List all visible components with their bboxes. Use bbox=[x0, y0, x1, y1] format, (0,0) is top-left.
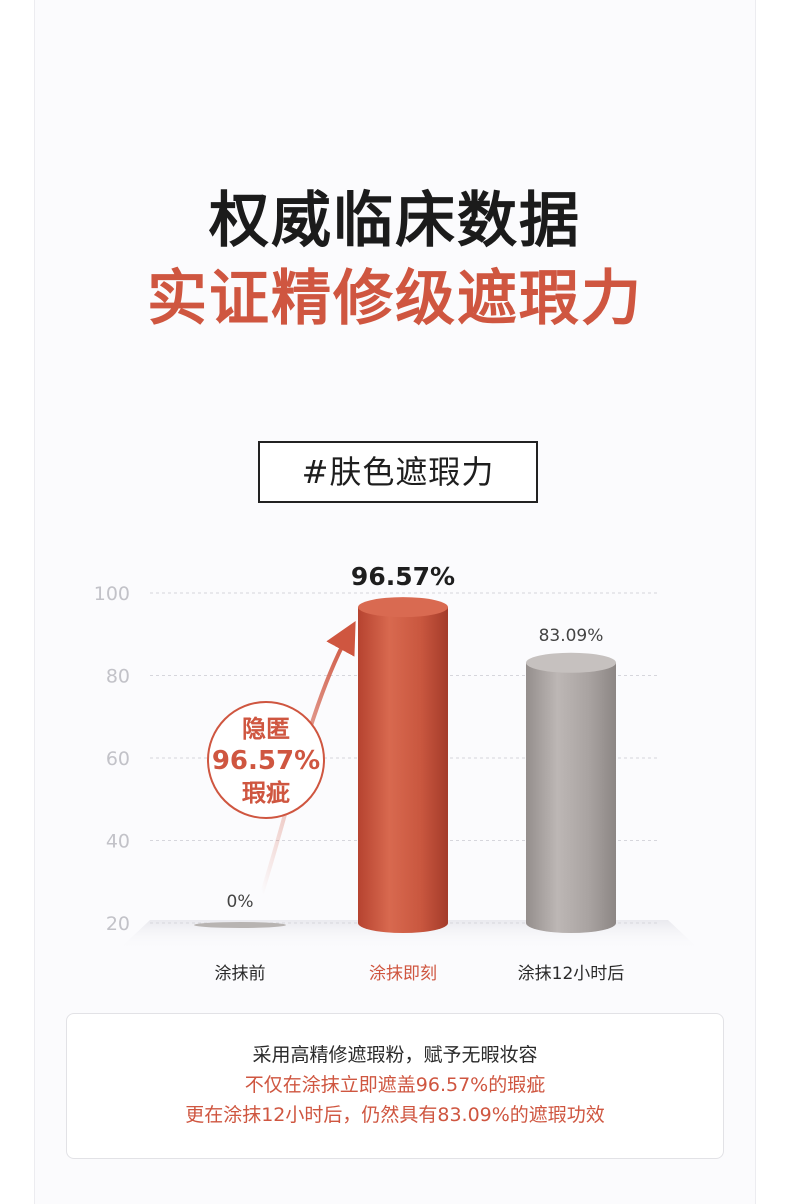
summary-line-3: 更在涂抹12小时后，仍然具有83.09%的遮瑕功效 bbox=[185, 1104, 605, 1126]
annotation-circle bbox=[207, 701, 325, 819]
y-tick-label: 40 bbox=[106, 831, 130, 853]
bar-1 bbox=[358, 597, 448, 933]
headline-primary: 权威临床数据 bbox=[209, 186, 581, 256]
y-tick-label: 100 bbox=[94, 583, 130, 605]
bar-body bbox=[358, 607, 448, 933]
bar-2 bbox=[526, 652, 616, 933]
chart-annotation: 隐匿 96.57% 瑕疵 bbox=[207, 620, 356, 894]
annotation-line-3: 瑕疵 bbox=[242, 779, 290, 807]
bar-top bbox=[358, 597, 448, 618]
annotation-line-2: 96.57% bbox=[212, 746, 320, 776]
summary-box: 采用高精修遮瑕粉，赋予无暇妆容 不仅在涂抹立即遮盖96.57%的瑕疵 更在涂抹1… bbox=[66, 1013, 724, 1159]
bar-body bbox=[526, 662, 616, 933]
category-label: 涂抹即刻 bbox=[369, 964, 437, 984]
y-tick-label: 60 bbox=[106, 748, 130, 770]
value-label: 83.09% bbox=[539, 626, 604, 646]
bar-top bbox=[526, 652, 616, 673]
category-label: 涂抹前 bbox=[215, 964, 266, 984]
bar-chart: 100 80 60 40 20 隐匿 96.57% 瑕疵 0% 涂抹前 96.57% 涂抹即刻… bbox=[94, 562, 700, 984]
value-label: 0% bbox=[227, 892, 254, 912]
category-labels: 0% 涂抹前 96.57% 涂抹即刻 83.09% 涂抹12小时后 bbox=[215, 562, 625, 984]
y-tick-label: 20 bbox=[106, 913, 130, 935]
summary-line-1: 采用高精修遮瑕粉，赋予无暇妆容 bbox=[252, 1044, 538, 1066]
bars bbox=[194, 597, 616, 933]
value-label: 96.57% bbox=[351, 562, 455, 591]
y-tick-label: 80 bbox=[106, 666, 130, 688]
summary-line-2: 不仅在涂抹立即遮盖96.57%的瑕疵 bbox=[244, 1074, 546, 1096]
bar-empty bbox=[194, 922, 286, 928]
annotation-line-1: 隐匿 bbox=[242, 715, 290, 743]
headline-secondary: 实证精修级遮瑕力 bbox=[147, 264, 643, 334]
section-tag: #肤色遮瑕力 bbox=[258, 441, 538, 503]
category-label: 涂抹12小时后 bbox=[518, 964, 625, 984]
y-axis: 100 80 60 40 20 bbox=[94, 583, 130, 935]
